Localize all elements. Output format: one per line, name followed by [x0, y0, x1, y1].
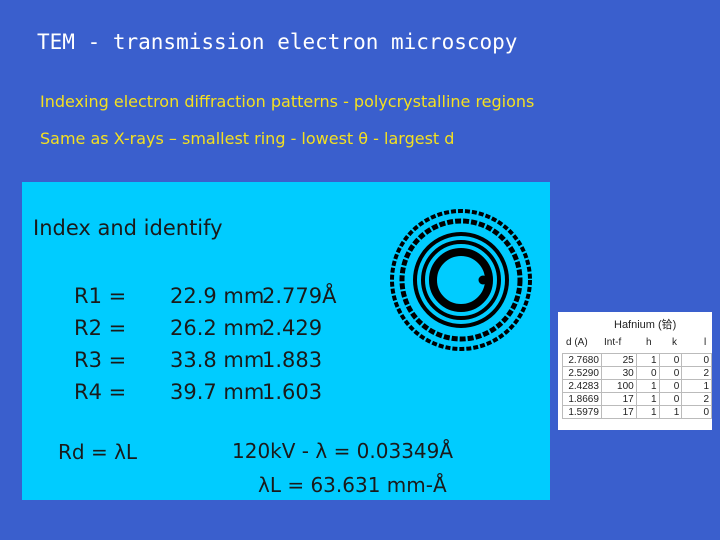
ring-radius: 26.2 mm — [170, 316, 265, 340]
ring-name: R1 = — [74, 284, 127, 308]
l-cell: 0 — [681, 405, 712, 419]
table-row: 2.4283 100 1 0 1 — [562, 379, 712, 393]
slide-title: TEM - transmission electron microscopy — [37, 30, 518, 54]
ring-d-spacing: 1.603 — [262, 380, 323, 404]
slide-subtitle-2: Same as X-rays – smallest ring - lowest … — [40, 129, 455, 148]
intensity-cell: 25 — [600, 353, 637, 367]
reference-title: Hafnium (铪) — [614, 319, 677, 331]
reference-rows: 2.7680 25 1 0 0 2.5290 30 0 0 2 2.4283 1… — [562, 353, 712, 419]
d-cell: 2.7680 — [562, 353, 602, 367]
camera-equation: Rd = λL — [58, 440, 138, 464]
ring-name: R4 = — [74, 380, 127, 404]
d-cell: 1.8669 — [562, 392, 602, 406]
intensity-cell: 100 — [600, 379, 637, 393]
table-row: 2.7680 25 1 0 0 — [562, 353, 712, 367]
l-cell: 0 — [681, 353, 712, 367]
hafnium-reference-table: Hafnium (铪) d (A) Int-f h k l 2.7680 25 … — [558, 312, 712, 430]
h-cell: 0 — [635, 366, 660, 380]
d-cell: 1.5979 — [562, 405, 602, 419]
k-cell: 1 — [658, 405, 683, 419]
l-cell: 2 — [681, 392, 712, 406]
ring-name: R2 = — [74, 316, 127, 340]
h-cell: 1 — [635, 379, 660, 393]
indexing-panel: Index and identify R1 = 22.9 mm2.779Å R2 … — [22, 182, 550, 500]
intensity-cell: 30 — [600, 366, 637, 380]
ring-radius: 39.7 mm — [170, 380, 265, 404]
camera-constant-line: λL = 63.631 mm-Å — [258, 473, 447, 497]
h-cell: 1 — [635, 405, 660, 419]
k-cell: 0 — [658, 366, 683, 380]
l-cell: 2 — [681, 366, 712, 380]
ring-d-spacing: 1.883 — [262, 348, 323, 372]
diffraction-ring-4 — [390, 209, 532, 351]
ring-d-spacing: 2.429 — [262, 316, 323, 340]
reference-header: d (A) Int-f h k l — [558, 337, 712, 351]
k-cell: 0 — [658, 353, 683, 367]
d-cell: 2.5290 — [562, 366, 602, 380]
column-header: Int-f — [604, 337, 622, 348]
intensity-cell: 17 — [600, 392, 637, 406]
diffraction-ring-2 — [413, 232, 509, 328]
column-header: h — [646, 337, 652, 348]
table-row: 1.8669 17 1 0 2 — [562, 392, 712, 406]
column-header: d (A) — [566, 337, 588, 348]
h-cell: 1 — [635, 392, 660, 406]
ring-row-r4: R4 = 39.7 mm1.603 — [74, 376, 372, 408]
ring-row-r3: R3 = 33.8 mm1.883 — [74, 344, 372, 376]
diffraction-ring-1 — [421, 240, 501, 320]
table-row: 1.5979 17 1 1 0 — [562, 405, 712, 419]
diffraction-ring-pattern — [390, 209, 532, 351]
ring-row-r2: R2 = 26.2 mm2.429 — [74, 312, 372, 344]
column-header: l — [704, 337, 707, 348]
table-row: 2.5290 30 0 0 2 — [562, 366, 712, 380]
panel-heading: Index and identify — [33, 216, 223, 240]
ring-radius: 33.8 mm — [170, 348, 265, 372]
ring-d-spacing: 2.779Å — [262, 284, 337, 308]
diffraction-ring-3 — [399, 218, 523, 342]
d-cell: 2.4283 — [562, 379, 602, 393]
k-cell: 0 — [658, 392, 683, 406]
slide-subtitle: Indexing electron diffraction patterns -… — [40, 92, 535, 111]
diffraction-inner-ring — [429, 248, 493, 312]
k-cell: 0 — [658, 379, 683, 393]
h-cell: 1 — [635, 353, 660, 367]
ring-row-r1: R1 = 22.9 mm2.779Å — [74, 280, 372, 312]
wavelength-line: 120kV - λ = 0.03349Å — [232, 439, 454, 463]
ring-radius: 22.9 mm — [170, 284, 265, 308]
column-header: k — [672, 337, 677, 348]
intensity-cell: 17 — [600, 405, 637, 419]
l-cell: 1 — [681, 379, 712, 393]
ring-name: R3 = — [74, 348, 127, 372]
diffraction-center-spot — [478, 275, 488, 285]
ring-list: R1 = 22.9 mm2.779Å R2 = 26.2 mm2.429 R3 = 3… — [74, 280, 372, 408]
